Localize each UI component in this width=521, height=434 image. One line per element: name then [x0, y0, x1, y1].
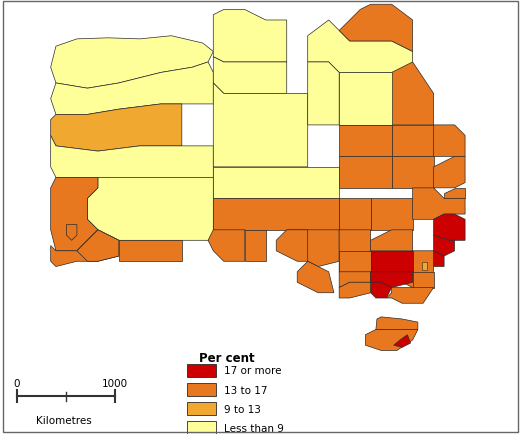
Polygon shape [433, 157, 465, 188]
Polygon shape [339, 199, 370, 230]
Polygon shape [413, 272, 433, 288]
Polygon shape [394, 335, 411, 348]
Polygon shape [339, 5, 413, 53]
Polygon shape [51, 105, 182, 152]
Polygon shape [51, 136, 213, 178]
Polygon shape [392, 63, 433, 125]
Text: 0: 0 [14, 378, 20, 388]
Polygon shape [433, 125, 465, 157]
Polygon shape [276, 230, 308, 262]
Polygon shape [339, 251, 370, 272]
Polygon shape [370, 272, 413, 288]
Text: Less than 9: Less than 9 [224, 423, 284, 433]
Polygon shape [444, 188, 465, 199]
Polygon shape [213, 10, 287, 63]
Polygon shape [297, 262, 334, 293]
Polygon shape [433, 214, 465, 241]
Polygon shape [51, 63, 213, 115]
Text: 9 to 13: 9 to 13 [224, 404, 261, 414]
Polygon shape [387, 288, 433, 303]
Polygon shape [308, 21, 413, 73]
Polygon shape [245, 230, 266, 262]
Bar [187, 383, 216, 396]
Polygon shape [339, 230, 370, 272]
Polygon shape [51, 178, 98, 251]
Bar [187, 402, 216, 415]
Polygon shape [66, 225, 77, 241]
Polygon shape [119, 241, 182, 262]
Polygon shape [213, 58, 287, 94]
Polygon shape [370, 251, 413, 272]
Polygon shape [208, 230, 245, 262]
Polygon shape [339, 272, 370, 288]
Polygon shape [392, 125, 433, 157]
Polygon shape [339, 125, 392, 157]
Polygon shape [51, 230, 119, 267]
Polygon shape [402, 251, 433, 288]
Polygon shape [370, 251, 413, 272]
Text: 1000: 1000 [102, 378, 128, 388]
Polygon shape [370, 199, 413, 230]
Polygon shape [339, 73, 392, 125]
Polygon shape [370, 283, 392, 298]
Polygon shape [51, 36, 213, 89]
Bar [187, 364, 216, 377]
Polygon shape [433, 236, 455, 256]
Text: Per cent: Per cent [199, 352, 255, 365]
Text: 17 or more: 17 or more [224, 366, 281, 375]
Polygon shape [376, 317, 418, 330]
Polygon shape [308, 63, 339, 125]
Polygon shape [213, 84, 308, 168]
Text: 13 to 17: 13 to 17 [224, 385, 267, 395]
Polygon shape [339, 283, 370, 298]
Polygon shape [77, 230, 119, 262]
Text: Kilometres: Kilometres [35, 415, 92, 425]
Polygon shape [339, 157, 392, 188]
Polygon shape [413, 188, 465, 220]
Polygon shape [88, 178, 213, 241]
Polygon shape [392, 157, 433, 188]
Polygon shape [422, 263, 427, 270]
Polygon shape [287, 230, 339, 267]
Polygon shape [370, 230, 413, 251]
Polygon shape [213, 168, 339, 199]
Polygon shape [365, 330, 418, 351]
Bar [187, 421, 216, 434]
Polygon shape [213, 199, 339, 230]
Polygon shape [428, 251, 444, 267]
